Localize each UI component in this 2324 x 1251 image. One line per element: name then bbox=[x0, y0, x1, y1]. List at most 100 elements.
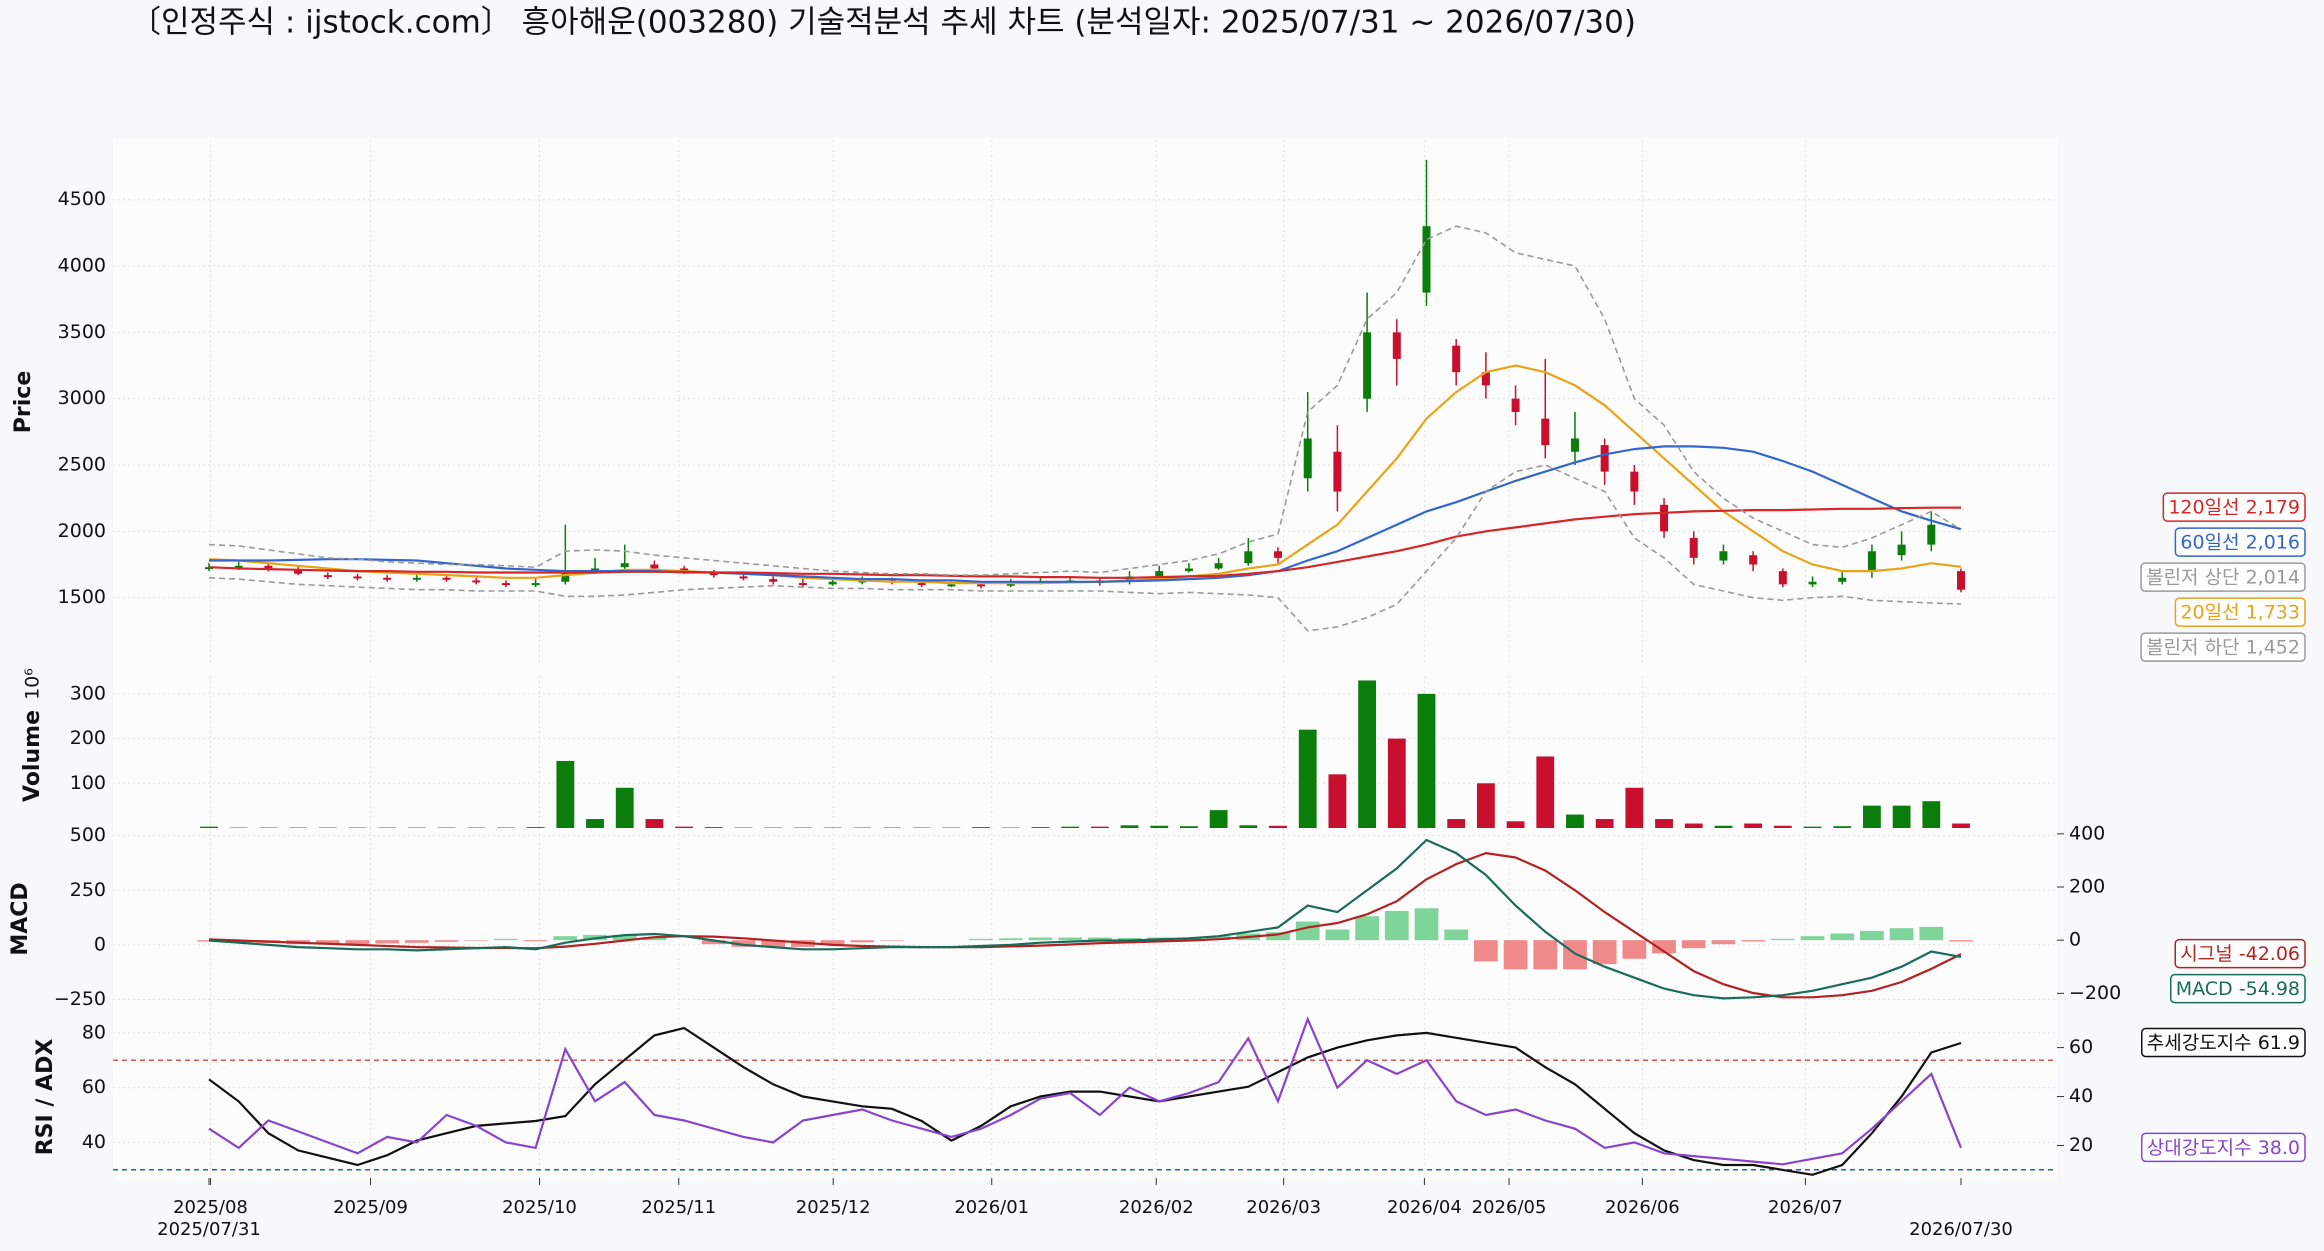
y-tick-label: −250 bbox=[54, 988, 106, 1010]
y2-tick-label: 60 bbox=[2069, 1036, 2093, 1058]
x-tick-label: 2026/03 bbox=[1246, 1197, 1321, 1218]
legend-label: 상대강도지수 38.0 bbox=[2147, 1136, 2300, 1158]
volume-bar bbox=[972, 827, 990, 828]
volume-bar bbox=[200, 827, 218, 828]
y-tick-label: 500 bbox=[70, 824, 106, 846]
candle-body bbox=[1690, 538, 1698, 558]
histogram-bar bbox=[880, 940, 904, 941]
candle-body bbox=[502, 583, 510, 585]
candle-body bbox=[918, 583, 926, 585]
histogram-bar bbox=[375, 940, 399, 943]
legend-value: 2,014 bbox=[2246, 566, 2300, 588]
x-tick-label: 2025/09 bbox=[333, 1197, 408, 1218]
candle-body bbox=[977, 584, 985, 586]
volume-bar bbox=[1388, 739, 1406, 828]
volume-bar bbox=[527, 827, 545, 828]
candle-body bbox=[443, 578, 451, 580]
legend-value: 1,452 bbox=[2246, 636, 2300, 658]
candle-body bbox=[1215, 563, 1223, 568]
volume-bar bbox=[1477, 783, 1495, 828]
x-tick-label: 2025/11 bbox=[641, 1197, 716, 1218]
y-scale-label: 10⁶ bbox=[22, 668, 44, 700]
volume-bar bbox=[1596, 819, 1614, 828]
volume-bar bbox=[1180, 826, 1198, 828]
legend-name: 20일선 bbox=[2180, 601, 2239, 623]
histogram-bar bbox=[1504, 940, 1528, 969]
candle-body bbox=[1957, 571, 1965, 590]
histogram-bar bbox=[1860, 931, 1884, 940]
volume-bar bbox=[1744, 824, 1762, 828]
candle-body bbox=[1244, 551, 1252, 563]
volume-bar bbox=[556, 761, 574, 828]
histogram-bar bbox=[1741, 940, 1765, 941]
legend-label: 볼린저 하단 1,452 bbox=[2146, 636, 2300, 658]
x-tick-label: 2025/12 bbox=[796, 1197, 871, 1218]
histogram-bar bbox=[1830, 934, 1854, 941]
legend-name: 60일선 bbox=[2180, 531, 2239, 553]
candle-body bbox=[621, 563, 629, 567]
histogram-bar bbox=[553, 936, 577, 940]
histogram-bar bbox=[1444, 930, 1468, 941]
candle-body bbox=[740, 576, 748, 578]
legend-name: 시그널 bbox=[2180, 943, 2232, 965]
histogram-bar bbox=[524, 940, 548, 941]
histogram-bar bbox=[969, 939, 993, 940]
y2-tick-label: 200 bbox=[2069, 876, 2105, 898]
volume-bar bbox=[1922, 801, 1940, 828]
candle-body bbox=[1868, 551, 1876, 571]
histogram-bar bbox=[1682, 940, 1706, 948]
legend-value: 2,179 bbox=[2246, 496, 2300, 518]
legend-entry: 20일선 1,733 bbox=[2175, 598, 2305, 626]
histogram-bar bbox=[1890, 928, 1914, 940]
histogram-bar bbox=[1415, 908, 1439, 940]
x-tick-label: 2026/05 bbox=[1472, 1197, 1547, 1218]
candle-body bbox=[1660, 505, 1668, 532]
y2-tick-label: 40 bbox=[2069, 1085, 2093, 1107]
histogram-bar bbox=[1801, 936, 1825, 940]
volume-bar bbox=[646, 819, 664, 828]
y-tick-label: 60 bbox=[82, 1076, 106, 1098]
y-tick-label: 80 bbox=[82, 1021, 106, 1043]
volume-bar bbox=[1091, 827, 1109, 828]
x-tick-label: 2026/01 bbox=[954, 1197, 1029, 1218]
candle-body bbox=[799, 583, 807, 585]
y2-tick-label: −200 bbox=[2069, 982, 2121, 1004]
legend-entry: 120일선 2,179 bbox=[2163, 493, 2305, 521]
y-tick-label: 3500 bbox=[58, 321, 106, 343]
x-tick-label: 2025/10 bbox=[502, 1197, 577, 1218]
candle-body bbox=[1422, 226, 1430, 292]
volume-bar bbox=[705, 827, 723, 828]
legend-label: 시그널 -42.06 bbox=[2180, 943, 2300, 965]
histogram-bar bbox=[464, 940, 488, 941]
y-axis-label: Price bbox=[11, 371, 36, 433]
volume-bar bbox=[1061, 827, 1079, 828]
x-tick-label: 2026/04 bbox=[1387, 1197, 1462, 1218]
histogram-bar bbox=[1029, 938, 1053, 941]
candle-body bbox=[1630, 472, 1638, 492]
candle-body bbox=[1304, 438, 1312, 478]
histogram-bar bbox=[1533, 940, 1557, 969]
histogram-bar bbox=[1622, 940, 1646, 959]
volume-bar bbox=[1447, 819, 1465, 828]
histogram-bar bbox=[1949, 940, 1973, 941]
volume-bar bbox=[1685, 824, 1703, 828]
volume-bar bbox=[1566, 815, 1584, 828]
y-tick-label: 4000 bbox=[58, 255, 106, 277]
y-axis-label: RSI / ADX bbox=[33, 1039, 58, 1156]
candle-body bbox=[1363, 332, 1371, 398]
candle-body bbox=[413, 578, 421, 580]
histogram-bar bbox=[1296, 922, 1320, 941]
candle-body bbox=[1185, 568, 1193, 571]
candle-body bbox=[324, 575, 332, 577]
histogram-bar bbox=[405, 940, 429, 943]
histogram-bar bbox=[1919, 927, 1943, 940]
volume-bar bbox=[616, 788, 634, 828]
y-axis-label: Volume bbox=[20, 710, 45, 802]
volume-bar bbox=[1121, 825, 1139, 828]
volume-bar bbox=[1210, 810, 1228, 828]
x-tick-label: 2026/02 bbox=[1119, 1197, 1194, 1218]
histogram-bar bbox=[1771, 939, 1795, 940]
legend-entry: 볼린저 상단 2,014 bbox=[2141, 563, 2305, 591]
y-axis-label: MACD bbox=[8, 882, 33, 955]
legend-value: 38.0 bbox=[2258, 1136, 2300, 1158]
